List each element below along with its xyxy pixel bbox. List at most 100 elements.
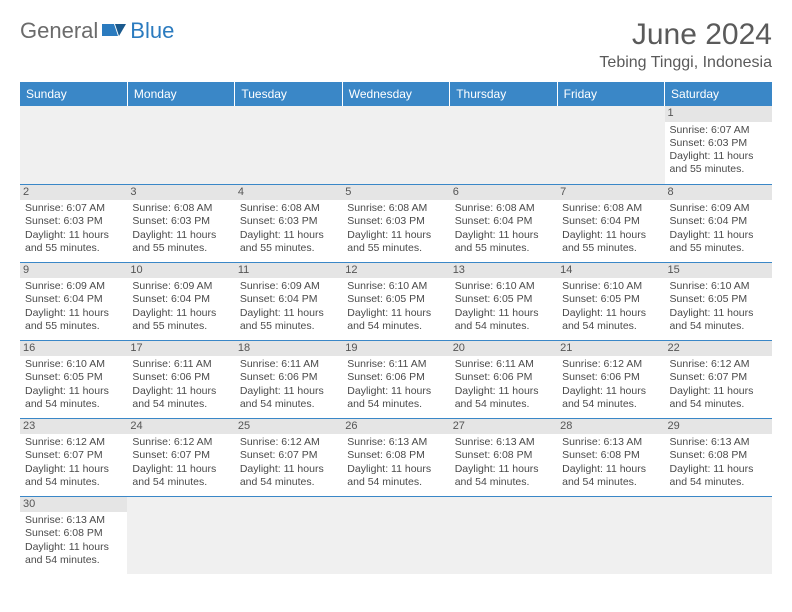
- month-title: June 2024: [599, 18, 772, 52]
- sunset-text: Sunset: 6:04 PM: [670, 215, 767, 228]
- daylight-text: Daylight: 11 hours and 55 minutes.: [670, 150, 767, 176]
- sunset-text: Sunset: 6:06 PM: [347, 371, 444, 384]
- sunrise-text: Sunrise: 6:08 AM: [132, 202, 229, 215]
- sunrise-text: Sunrise: 6:13 AM: [562, 436, 659, 449]
- daylight-text: Daylight: 11 hours and 54 minutes.: [132, 385, 229, 411]
- day-cell: 1Sunrise: 6:07 AMSunset: 6:03 PMDaylight…: [665, 106, 772, 184]
- sunrise-text: Sunrise: 6:10 AM: [25, 358, 122, 371]
- day-number: 30: [20, 497, 127, 513]
- sunrise-text: Sunrise: 6:11 AM: [455, 358, 552, 371]
- sunset-text: Sunset: 6:06 PM: [132, 371, 229, 384]
- daylight-text: Daylight: 11 hours and 55 minutes.: [25, 229, 122, 255]
- header: General Blue June 2024 Tebing Tinggi, In…: [20, 18, 772, 72]
- day-number: 5: [342, 185, 449, 201]
- day-number: 2: [20, 185, 127, 201]
- day-number: 12: [342, 263, 449, 279]
- day-number: 1: [665, 106, 772, 122]
- sunrise-text: Sunrise: 6:13 AM: [25, 514, 122, 527]
- day-number: 20: [450, 341, 557, 357]
- sunrise-text: Sunrise: 6:08 AM: [347, 202, 444, 215]
- sunrise-text: Sunrise: 6:10 AM: [670, 280, 767, 293]
- daylight-text: Daylight: 11 hours and 54 minutes.: [562, 463, 659, 489]
- sunrise-text: Sunrise: 6:11 AM: [347, 358, 444, 371]
- day-cell: 20Sunrise: 6:11 AMSunset: 6:06 PMDayligh…: [450, 340, 557, 418]
- sunrise-text: Sunrise: 6:09 AM: [25, 280, 122, 293]
- sunrise-text: Sunrise: 6:12 AM: [132, 436, 229, 449]
- day-cell: 24Sunrise: 6:12 AMSunset: 6:07 PMDayligh…: [127, 418, 234, 496]
- logo-text-blue: Blue: [130, 18, 174, 44]
- day-cell: 27Sunrise: 6:13 AMSunset: 6:08 PMDayligh…: [450, 418, 557, 496]
- blank-cell: [235, 106, 342, 184]
- blank-cell: [127, 496, 234, 574]
- day-cell: 29Sunrise: 6:13 AMSunset: 6:08 PMDayligh…: [665, 418, 772, 496]
- title-block: June 2024 Tebing Tinggi, Indonesia: [599, 18, 772, 72]
- calendar-head: SundayMondayTuesdayWednesdayThursdayFrid…: [20, 82, 772, 106]
- daylight-text: Daylight: 11 hours and 54 minutes.: [347, 463, 444, 489]
- day-number: 9: [20, 263, 127, 279]
- day-number: 29: [665, 419, 772, 435]
- sunset-text: Sunset: 6:08 PM: [670, 449, 767, 462]
- sunset-text: Sunset: 6:08 PM: [455, 449, 552, 462]
- sunrise-text: Sunrise: 6:13 AM: [670, 436, 767, 449]
- daylight-text: Daylight: 11 hours and 54 minutes.: [455, 385, 552, 411]
- daylight-text: Daylight: 11 hours and 55 minutes.: [240, 229, 337, 255]
- day-number: 11: [235, 263, 342, 279]
- sunset-text: Sunset: 6:05 PM: [25, 371, 122, 384]
- logo-text-general: General: [20, 18, 98, 44]
- daylight-text: Daylight: 11 hours and 54 minutes.: [670, 307, 767, 333]
- day-number: 27: [450, 419, 557, 435]
- sunset-text: Sunset: 6:07 PM: [240, 449, 337, 462]
- blank-cell: [665, 496, 772, 574]
- daylight-text: Daylight: 11 hours and 54 minutes.: [25, 463, 122, 489]
- day-number: 18: [235, 341, 342, 357]
- sunset-text: Sunset: 6:08 PM: [562, 449, 659, 462]
- daylight-text: Daylight: 11 hours and 55 minutes.: [132, 307, 229, 333]
- sunset-text: Sunset: 6:04 PM: [132, 293, 229, 306]
- calendar-row: 23Sunrise: 6:12 AMSunset: 6:07 PMDayligh…: [20, 418, 772, 496]
- day-number: 13: [450, 263, 557, 279]
- sunrise-text: Sunrise: 6:07 AM: [25, 202, 122, 215]
- sunset-text: Sunset: 6:06 PM: [455, 371, 552, 384]
- day-number: 10: [127, 263, 234, 279]
- calendar-row: 2Sunrise: 6:07 AMSunset: 6:03 PMDaylight…: [20, 184, 772, 262]
- sunrise-text: Sunrise: 6:12 AM: [25, 436, 122, 449]
- calendar-body: 1Sunrise: 6:07 AMSunset: 6:03 PMDaylight…: [20, 106, 772, 574]
- day-number: 23: [20, 419, 127, 435]
- sunrise-text: Sunrise: 6:08 AM: [240, 202, 337, 215]
- day-cell: 16Sunrise: 6:10 AMSunset: 6:05 PMDayligh…: [20, 340, 127, 418]
- sunrise-text: Sunrise: 6:08 AM: [562, 202, 659, 215]
- sunset-text: Sunset: 6:05 PM: [455, 293, 552, 306]
- day-number: 24: [127, 419, 234, 435]
- weekday-header: Saturday: [665, 82, 772, 106]
- calendar-row: 9Sunrise: 6:09 AMSunset: 6:04 PMDaylight…: [20, 262, 772, 340]
- daylight-text: Daylight: 11 hours and 55 minutes.: [455, 229, 552, 255]
- day-cell: 28Sunrise: 6:13 AMSunset: 6:08 PMDayligh…: [557, 418, 664, 496]
- weekday-header: Sunday: [20, 82, 127, 106]
- day-number: 22: [665, 341, 772, 357]
- sunrise-text: Sunrise: 6:10 AM: [455, 280, 552, 293]
- daylight-text: Daylight: 11 hours and 55 minutes.: [562, 229, 659, 255]
- daylight-text: Daylight: 11 hours and 54 minutes.: [562, 307, 659, 333]
- daylight-text: Daylight: 11 hours and 54 minutes.: [670, 463, 767, 489]
- day-cell: 15Sunrise: 6:10 AMSunset: 6:05 PMDayligh…: [665, 262, 772, 340]
- sunrise-text: Sunrise: 6:13 AM: [347, 436, 444, 449]
- sunset-text: Sunset: 6:04 PM: [25, 293, 122, 306]
- daylight-text: Daylight: 11 hours and 54 minutes.: [132, 463, 229, 489]
- calendar-row: 16Sunrise: 6:10 AMSunset: 6:05 PMDayligh…: [20, 340, 772, 418]
- day-cell: 5Sunrise: 6:08 AMSunset: 6:03 PMDaylight…: [342, 184, 449, 262]
- sunset-text: Sunset: 6:06 PM: [562, 371, 659, 384]
- day-cell: 12Sunrise: 6:10 AMSunset: 6:05 PMDayligh…: [342, 262, 449, 340]
- day-cell: 6Sunrise: 6:08 AMSunset: 6:04 PMDaylight…: [450, 184, 557, 262]
- sunset-text: Sunset: 6:05 PM: [347, 293, 444, 306]
- sunrise-text: Sunrise: 6:12 AM: [240, 436, 337, 449]
- daylight-text: Daylight: 11 hours and 54 minutes.: [455, 463, 552, 489]
- sunset-text: Sunset: 6:05 PM: [562, 293, 659, 306]
- daylight-text: Daylight: 11 hours and 54 minutes.: [347, 385, 444, 411]
- day-number: 8: [665, 185, 772, 201]
- daylight-text: Daylight: 11 hours and 54 minutes.: [240, 385, 337, 411]
- weekday-header: Friday: [557, 82, 664, 106]
- day-cell: 8Sunrise: 6:09 AMSunset: 6:04 PMDaylight…: [665, 184, 772, 262]
- day-cell: 14Sunrise: 6:10 AMSunset: 6:05 PMDayligh…: [557, 262, 664, 340]
- sunset-text: Sunset: 6:04 PM: [562, 215, 659, 228]
- location: Tebing Tinggi, Indonesia: [599, 54, 772, 72]
